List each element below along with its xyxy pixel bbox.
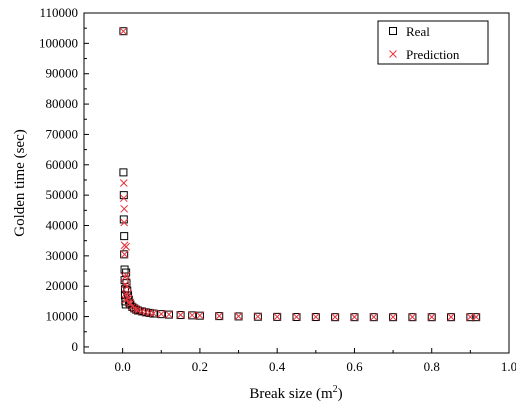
y-tick-label: 40000 bbox=[46, 218, 79, 233]
prediction-point bbox=[176, 311, 185, 319]
real-point bbox=[120, 250, 129, 259]
real-point bbox=[234, 312, 243, 321]
legend-prediction-marker bbox=[389, 50, 397, 58]
real-point bbox=[188, 311, 197, 320]
real-point bbox=[273, 312, 282, 321]
prediction-point bbox=[466, 313, 475, 321]
real-point bbox=[157, 310, 166, 319]
y-tick-label: 30000 bbox=[46, 248, 79, 263]
legend: Real Prediction bbox=[377, 20, 489, 65]
x-tick-label: 1.0 bbox=[501, 359, 516, 374]
prediction-point bbox=[130, 304, 139, 312]
legend-prediction-label: Prediction bbox=[406, 47, 460, 62]
real-point bbox=[215, 312, 224, 321]
y-axis: 0 10000 20000 30000 40000 50000 60000 70000 8000… bbox=[39, 5, 89, 354]
prediction-point bbox=[132, 305, 141, 314]
real-point bbox=[120, 232, 129, 241]
x-axis-label-superscript: 2 bbox=[333, 384, 338, 395]
prediction-point bbox=[234, 312, 243, 321]
y-tick-label: 80000 bbox=[46, 96, 79, 111]
prediction-point bbox=[157, 310, 166, 318]
real-point bbox=[447, 313, 456, 322]
real-point bbox=[119, 27, 128, 36]
y-tick-label: 60000 bbox=[46, 157, 79, 172]
prediction-point bbox=[121, 289, 130, 298]
x-axis: 0.0 0.2 0.4 0.6 0.8 1.0 bbox=[83, 348, 516, 374]
prediction-point bbox=[196, 311, 204, 320]
prediction-point bbox=[122, 271, 131, 280]
series-prediction-marks bbox=[119, 27, 481, 321]
prediction-point bbox=[119, 27, 128, 36]
prediction-point bbox=[292, 313, 301, 321]
prediction-point bbox=[311, 313, 320, 321]
legend-real-label: Real bbox=[406, 24, 430, 39]
x-tick-label: 0.2 bbox=[192, 359, 208, 374]
prediction-point bbox=[273, 312, 282, 321]
prediction-point bbox=[254, 312, 262, 321]
real-point bbox=[466, 313, 475, 322]
prediction-point bbox=[447, 313, 455, 321]
real-point bbox=[176, 311, 185, 320]
real-point bbox=[253, 312, 262, 321]
y-axis-label: Golden time (sec) bbox=[12, 129, 28, 236]
prediction-point bbox=[122, 242, 130, 251]
legend-real-marker bbox=[389, 27, 397, 35]
prediction-point bbox=[149, 309, 158, 318]
real-point bbox=[119, 168, 128, 177]
real-point bbox=[292, 313, 301, 322]
y-tick-label: 20000 bbox=[46, 278, 79, 293]
y-tick-label: 100000 bbox=[39, 35, 78, 50]
prediction-point bbox=[350, 313, 359, 321]
prediction-point bbox=[472, 313, 481, 321]
y-tick-label: 90000 bbox=[46, 66, 79, 81]
prediction-point bbox=[427, 313, 436, 321]
real-point bbox=[311, 313, 320, 322]
prediction-point bbox=[188, 311, 197, 320]
series-real-marks bbox=[119, 27, 481, 322]
y-tick-label: 10000 bbox=[46, 309, 79, 324]
real-point bbox=[408, 313, 417, 322]
prediction-point bbox=[120, 218, 129, 227]
real-point bbox=[369, 313, 378, 322]
x-tick-label: 0.0 bbox=[115, 359, 131, 374]
real-point bbox=[427, 313, 436, 322]
x-tick-label: 0.8 bbox=[424, 359, 440, 374]
prediction-point bbox=[119, 179, 128, 187]
prediction-point bbox=[369, 313, 378, 321]
prediction-point bbox=[121, 280, 129, 289]
x-tick-label: 0.6 bbox=[346, 359, 363, 374]
real-point bbox=[165, 310, 173, 319]
x-tick-label: 0.4 bbox=[269, 359, 286, 374]
prediction-point bbox=[119, 194, 128, 203]
prediction-point bbox=[408, 313, 417, 321]
prediction-point bbox=[389, 313, 397, 321]
y-tick-label: 0 bbox=[72, 339, 79, 354]
y-tick-label: 50000 bbox=[46, 187, 79, 202]
y-tick-label: 70000 bbox=[46, 126, 79, 141]
x-axis-label: Break size (m2) bbox=[249, 384, 342, 402]
real-point bbox=[350, 313, 359, 322]
prediction-point bbox=[120, 204, 129, 213]
real-point bbox=[389, 313, 398, 322]
plot-frame bbox=[83, 12, 510, 354]
prediction-point bbox=[120, 250, 129, 259]
real-point bbox=[472, 313, 481, 322]
real-point bbox=[331, 313, 340, 322]
prediction-point bbox=[215, 312, 224, 320]
y-tick-label: 110000 bbox=[39, 5, 78, 20]
prediction-point bbox=[125, 298, 134, 306]
prediction-point bbox=[331, 313, 339, 321]
real-point bbox=[195, 311, 204, 320]
prediction-point bbox=[165, 310, 173, 319]
prediction-point bbox=[123, 282, 132, 291]
